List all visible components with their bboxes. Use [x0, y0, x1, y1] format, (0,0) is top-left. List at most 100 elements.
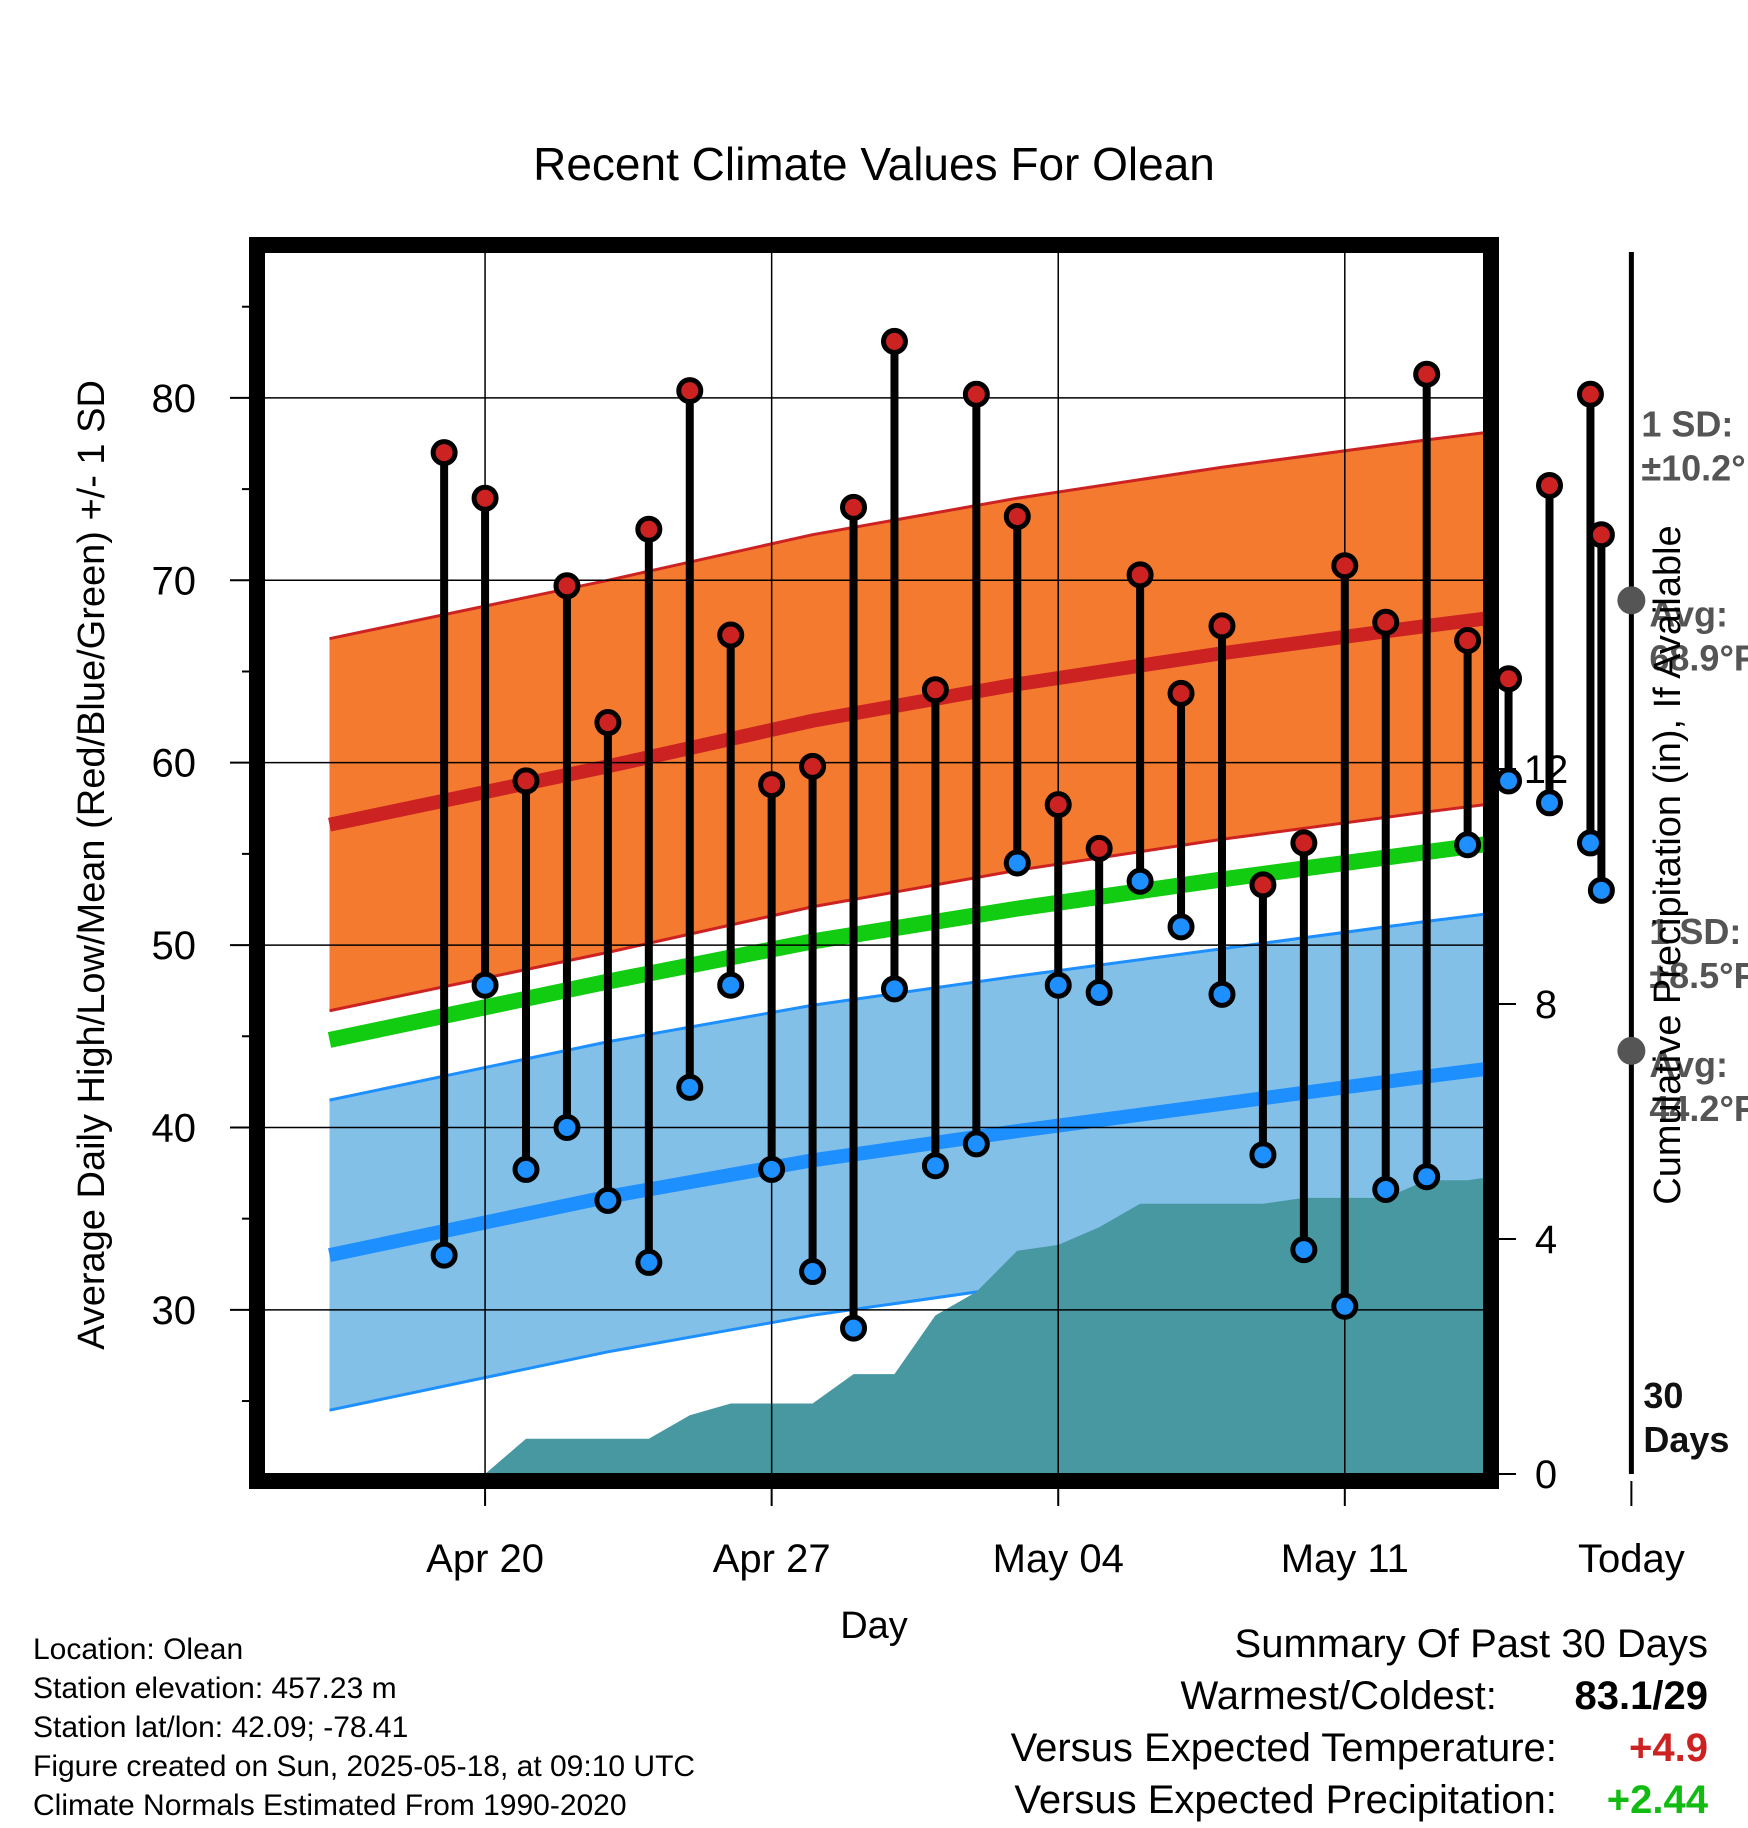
y-tick-label: 60 [152, 742, 197, 786]
low-point [1495, 767, 1523, 795]
low-sd-label: 1 SD: [1649, 911, 1741, 952]
low-normal-line [328, 1062, 1484, 1262]
low-point [1413, 1163, 1441, 1191]
low-point [717, 971, 745, 999]
low-point [880, 975, 908, 1003]
high-point [840, 493, 868, 521]
elevation-text: Station elevation: 457.23 m [33, 1672, 397, 1705]
low-point [758, 1155, 786, 1183]
warm-cold-label: Warmest/Coldest: [1180, 1674, 1497, 1718]
low-point [1587, 876, 1615, 904]
summary-temp: Versus Expected Temperature: +4.9 [1011, 1722, 1708, 1774]
high-point [1003, 502, 1031, 530]
low-point [1576, 829, 1604, 857]
today-high-avg-marker [1617, 586, 1646, 615]
high-point [553, 572, 581, 600]
low-point [1208, 980, 1236, 1008]
x-tick-label: Today [1578, 1537, 1685, 1581]
high-point [1290, 829, 1318, 857]
low-point [840, 1314, 868, 1342]
high-point [717, 621, 745, 649]
x-axis-label: Day [840, 1605, 908, 1647]
low-point [1290, 1236, 1318, 1264]
precip-label: Versus Expected Precipitation: [1014, 1778, 1557, 1822]
plot-frame [249, 237, 1499, 1489]
low-point [594, 1186, 622, 1214]
high-point [1413, 360, 1441, 388]
low-point [471, 971, 499, 999]
y2-tick-label: 4 [1535, 1218, 1557, 1262]
low-point [1126, 867, 1154, 895]
y-axis-label-right: Cumulative Precipitation (in), If Availa… [1647, 525, 1689, 1204]
chart-title: Recent Climate Values For Olean [533, 138, 1215, 190]
high-point [1372, 608, 1400, 636]
low-point [1454, 831, 1482, 859]
high-avg-value: 68.9°F [1649, 637, 1748, 678]
today-days-word: Days [1643, 1419, 1729, 1460]
high-point [921, 676, 949, 704]
low-point [1085, 978, 1113, 1006]
high-sd-value: ±10.2°F [1641, 447, 1748, 488]
high-point [471, 484, 499, 512]
normals-period-text: Climate Normals Estimated From 1990-2020 [33, 1789, 627, 1822]
high-point [1208, 612, 1236, 640]
summary-title: Summary Of Past 30 Days [1234, 1622, 1708, 1666]
high-sd-label: 1 SD: [1641, 403, 1733, 444]
low-point [921, 1152, 949, 1180]
low-point [1044, 971, 1072, 999]
low-point [635, 1248, 663, 1276]
low-avg-label: Avg: [1649, 1044, 1728, 1085]
high-point [594, 709, 622, 737]
high-point [1085, 834, 1113, 862]
low-avg-value: 44.2°F [1649, 1088, 1748, 1129]
high-point [1576, 380, 1604, 408]
y-tick-label: 50 [152, 924, 197, 968]
high-point [962, 380, 990, 408]
station-info: Location: Olean Station elevation: 457.2… [33, 1630, 695, 1825]
created-text: Figure created on Sun, 2025-05-18, at 09… [33, 1750, 696, 1783]
y2-tick-label: 0 [1535, 1453, 1557, 1497]
high-point [1167, 679, 1195, 707]
today-days-number: 30 [1643, 1375, 1683, 1416]
high-point [1495, 665, 1523, 693]
low-point [512, 1155, 540, 1183]
low-point [962, 1130, 990, 1158]
low-point [676, 1073, 704, 1101]
high-avg-label: Avg: [1649, 593, 1728, 634]
high-point [799, 752, 827, 780]
y2-tick-label: 12 [1524, 748, 1569, 792]
high-point [512, 767, 540, 795]
summary-warm-cold: Warmest/Coldest: 83.1/29 [1011, 1670, 1709, 1722]
x-tick-label: Apr 20 [426, 1537, 544, 1581]
y2-tick-label: 8 [1535, 983, 1557, 1027]
low-point [1536, 789, 1564, 817]
high-point [676, 377, 704, 405]
latlon-text: Station lat/lon: 42.09; -78.41 [33, 1711, 409, 1744]
y-axis-label-left: Average Daily High/Low/Mean (Red/Blue/Gr… [71, 380, 113, 1350]
low-point [430, 1241, 458, 1269]
today-low-avg-marker [1617, 1036, 1646, 1065]
y-tick-label: 70 [152, 559, 197, 603]
low-point [1331, 1292, 1359, 1320]
warm-cold-value: 83.1/29 [1574, 1674, 1708, 1718]
low-sd-value: ±8.5°F [1649, 955, 1748, 996]
high-point [1044, 791, 1072, 819]
high-point [758, 771, 786, 799]
x-tick-label: May 04 [993, 1537, 1124, 1581]
y-tick-label: 80 [152, 377, 197, 421]
x-tick-label: May 11 [1281, 1537, 1409, 1581]
temp-value: +4.9 [1629, 1726, 1708, 1770]
low-point [1003, 849, 1031, 877]
low-sd-band [329, 914, 1484, 1411]
temp-label: Versus Expected Temperature: [1010, 1726, 1557, 1770]
low-point [1167, 913, 1195, 941]
high-point [1536, 471, 1564, 499]
precip-value: +2.44 [1606, 1778, 1708, 1822]
summary-panel: Summary Of Past 30 Days Warmest/Coldest:… [1011, 1618, 1708, 1826]
x-tick-label: Apr 27 [713, 1537, 831, 1581]
high-point [635, 515, 663, 543]
low-point [553, 1113, 581, 1141]
y-tick-label: 40 [152, 1106, 197, 1150]
high-point [1331, 552, 1359, 580]
